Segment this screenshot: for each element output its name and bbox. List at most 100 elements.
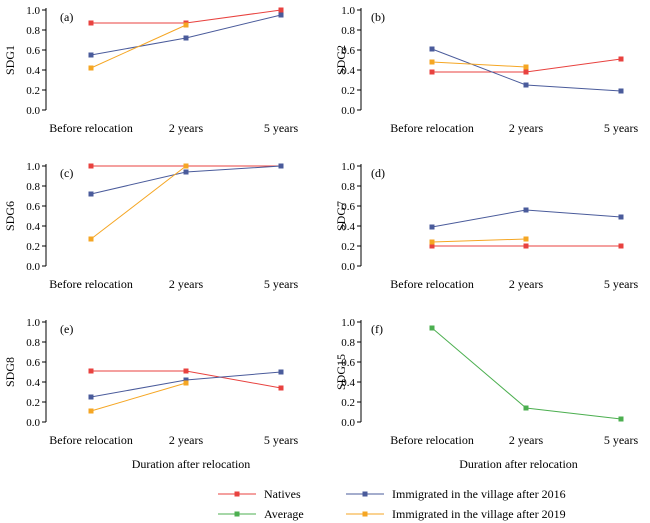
series-immigrated-in-the-village-after-2016-point	[278, 369, 284, 375]
x-tick-label: Before relocation	[49, 277, 133, 291]
y-tick-label: 0.4	[26, 65, 40, 77]
y-axis-label: SDG6	[3, 201, 17, 231]
y-tick-label: 1.0	[26, 5, 40, 17]
x-tick-label: Before relocation	[390, 121, 474, 135]
series-natives-point	[278, 385, 284, 391]
y-axis-label: SDG2	[334, 45, 348, 75]
series-immigrated-in-the-village-after-2016-point	[278, 163, 284, 169]
series-immigrated-in-the-village-after-2019-point	[523, 236, 529, 242]
y-tick-label: 0.4	[26, 377, 40, 389]
series-immigrated-in-the-village-after-2016-point	[429, 46, 435, 52]
x-tick-label: 5 years	[264, 121, 299, 135]
series-immigrated-in-the-village-after-2016-point	[183, 35, 189, 41]
series-immigrated-in-the-village-after-2019-point	[88, 408, 94, 414]
y-tick-label: 0.6	[341, 201, 355, 213]
series-immigrated-in-the-village-after-2019-point	[183, 380, 189, 386]
x-tick-label: Before relocation	[390, 277, 474, 291]
y-tick-label: 0.0	[341, 105, 355, 117]
y-tick-label: 0.4	[341, 65, 355, 77]
y-tick-label: 0.8	[26, 181, 40, 193]
y-axis-label: SDG7	[334, 201, 348, 231]
series-average-point	[523, 405, 529, 411]
series-immigrated-in-the-village-after-2019-line	[90, 24, 187, 69]
series-natives-point	[618, 243, 624, 249]
legend-item-average-marker	[234, 511, 240, 517]
y-tick-label: 0.2	[341, 85, 355, 97]
series-immigrated-in-the-village-after-2019-line	[431, 61, 527, 68]
legend-item-immigrated-in-the-village-after-2019-label: Immigrated in the village after 2019	[392, 507, 566, 521]
x-tick-label: 5 years	[604, 121, 639, 135]
y-tick-label: 0.2	[26, 241, 40, 253]
y-tick-label: 1.0	[341, 317, 355, 329]
x-tick-label: 5 years	[264, 277, 299, 291]
series-natives-point	[183, 368, 189, 374]
series-immigrated-in-the-village-after-2016-point	[618, 88, 624, 94]
y-tick-label: 0.0	[26, 105, 40, 117]
series-immigrated-in-the-village-after-2019-line	[90, 382, 187, 412]
x-tick-label: 2 years	[169, 121, 204, 135]
series-immigrated-in-the-village-after-2019-point	[88, 236, 94, 242]
y-tick-label: 1.0	[26, 317, 40, 329]
x-tick-label: 2 years	[509, 433, 544, 447]
x-tick-label: 5 years	[264, 433, 299, 447]
x-tick-label: 2 years	[509, 277, 544, 291]
y-axis-label: SDG8	[3, 357, 17, 387]
series-immigrated-in-the-village-after-2016-point	[183, 377, 189, 383]
y-tick-label: 0.8	[341, 25, 355, 37]
y-tick-label: 0.4	[26, 221, 40, 233]
legend-item-immigrated-in-the-village-after-2016-label: Immigrated in the village after 2016	[392, 487, 566, 501]
series-immigrated-in-the-village-after-2019-point	[429, 239, 435, 245]
y-tick-label: 1.0	[26, 161, 40, 173]
y-tick-label: 0.0	[341, 261, 355, 273]
y-tick-label: 0.2	[341, 397, 355, 409]
series-immigrated-in-the-village-after-2016-point	[88, 52, 94, 58]
x-tick-label: Before relocation	[390, 433, 474, 447]
series-natives-point	[523, 243, 529, 249]
series-immigrated-in-the-village-after-2016-line	[431, 209, 622, 228]
panel-tag: (e)	[60, 322, 73, 336]
y-tick-label: 0.4	[341, 221, 355, 233]
series-immigrated-in-the-village-after-2019-line	[431, 238, 527, 243]
series-immigrated-in-the-village-after-2019-point	[183, 22, 189, 28]
series-average-point	[618, 416, 624, 422]
y-tick-label: 0.0	[26, 417, 40, 429]
x-tick-label: Before relocation	[49, 121, 133, 135]
series-immigrated-in-the-village-after-2019-line	[90, 165, 187, 240]
series-immigrated-in-the-village-after-2016-point	[88, 191, 94, 197]
panel-e: 0.0 0.2 0.4 0.6 0.8 1.0 Before relocation 2 yea…	[3, 317, 298, 471]
x-axis-label: Duration after relocation	[459, 457, 578, 471]
legend-item-average-label: Average	[264, 507, 304, 521]
legend-item-immigrated-in-the-village-after-2019-marker	[362, 511, 368, 517]
series-natives-point	[88, 20, 94, 26]
series-average-line	[431, 327, 622, 420]
x-tick-label: Before relocation	[49, 433, 133, 447]
series-immigrated-in-the-village-after-2016-point	[88, 394, 94, 400]
y-axis-label: SDG15	[334, 354, 348, 390]
y-tick-label: 0.6	[341, 357, 355, 369]
y-tick-label: 0.6	[26, 45, 40, 57]
x-axis-label: Duration after relocation	[132, 457, 251, 471]
series-natives-point	[88, 163, 94, 169]
series-immigrated-in-the-village-after-2016-point	[618, 214, 624, 220]
panel-tag: (d)	[371, 166, 385, 180]
y-tick-label: 0.6	[341, 45, 355, 57]
legend-item-immigrated-in-the-village-after-2016-marker	[362, 491, 368, 497]
x-tick-label: 5 years	[604, 433, 639, 447]
series-immigrated-in-the-village-after-2019-point	[88, 65, 94, 71]
y-axis-label: SDG1	[3, 45, 17, 75]
legend: Natives Immigrated in the village after 2…	[218, 487, 566, 521]
series-natives-point	[88, 368, 94, 374]
series-immigrated-in-the-village-after-2016-point	[523, 82, 529, 88]
series-immigrated-in-the-village-after-2016-point	[278, 12, 284, 18]
series-immigrated-in-the-village-after-2016-point	[183, 169, 189, 175]
series-natives-point	[618, 56, 624, 62]
panel-tag: (c)	[60, 166, 73, 180]
y-tick-label: 0.8	[26, 25, 40, 37]
y-tick-label: 0.0	[26, 261, 40, 273]
legend-item-natives-marker	[234, 491, 240, 497]
y-tick-label: 0.8	[341, 337, 355, 349]
series-immigrated-in-the-village-after-2019-point	[523, 64, 529, 70]
panel-tag: (f)	[371, 322, 383, 336]
panel-b: 0.0 0.2 0.4 0.6 0.8 1.0 Before relocation 2 yea…	[334, 5, 638, 135]
